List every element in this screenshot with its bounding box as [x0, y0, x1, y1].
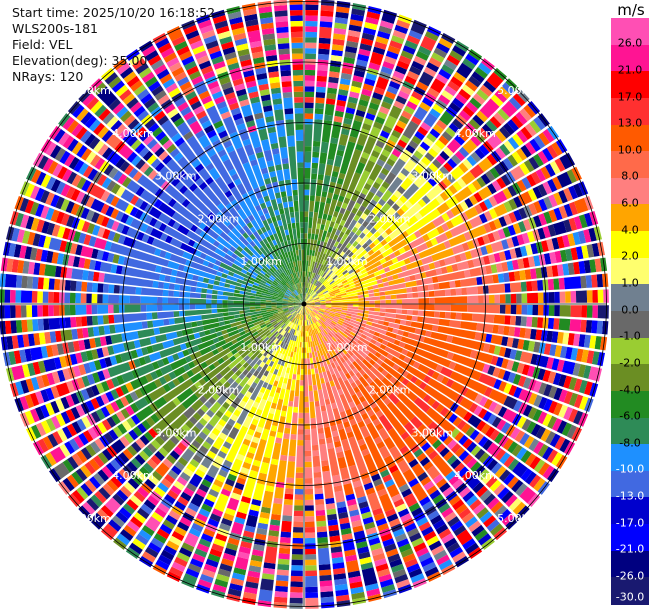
velocity-gate-group — [14, 0, 609, 602]
radar-center-marker — [301, 301, 307, 307]
range-ring-label: 3.00km — [155, 170, 197, 183]
colorbar-tick-label: 13.0 — [617, 116, 643, 130]
colorbar-tick-label: 6.0 — [621, 196, 639, 210]
range-ring-label: 1.00km — [326, 255, 368, 268]
field-label: Field: VEL — [12, 37, 73, 52]
colorbar-tick-label: -10.0 — [615, 462, 645, 476]
colorbar-tick-label: 17.0 — [617, 90, 643, 104]
colorbar-segment — [611, 470, 649, 499]
colorbar-segment — [611, 44, 649, 72]
range-ring-label: 5.00km — [497, 84, 539, 97]
colorbar-segment — [611, 97, 649, 126]
ppi-radar-plot: 1.00km 1.00km 1.00km 1.00km 2.00km 2.00km 2.00… — [0, 0, 609, 609]
colorbar-segment — [611, 231, 649, 259]
velocity-gate-group — [20, 25, 595, 579]
velocity-gate-group — [3, 17, 603, 604]
colorbar-tick-label: -4.0 — [619, 383, 641, 397]
colorbar-tick-label: -6.0 — [619, 409, 641, 423]
range-ring-label: 1.00km — [240, 341, 282, 354]
range-ring-label: 1.00km — [326, 341, 368, 354]
velocity-gate-group — [29, 31, 586, 600]
range-ring-label: 4.00km — [112, 127, 154, 140]
colorbar-tick-label: 26.0 — [617, 36, 643, 50]
colorbar-segment — [611, 497, 649, 525]
colorbar-tick-label: 0.0 — [621, 303, 639, 317]
range-ring-label: 3.00km — [412, 170, 454, 183]
colorbar-tick-label: 10.0 — [617, 143, 643, 157]
colorbar-segment — [611, 71, 649, 99]
range-ring-label: 5.00km — [69, 84, 111, 97]
velocity-gate-group — [19, 0, 594, 609]
colorbar-tick-label: -26.0 — [615, 569, 645, 583]
velocity-gate-group — [22, 14, 604, 565]
colorbar-unit-label: m/s — [617, 1, 645, 19]
instrument-label: WLS200s-181 — [12, 21, 98, 36]
colorbar: 26.0 21.0 17.0 13.0 10.0 8.0 6.0 4.0 2.0 1.0 0.0 -1… — [611, 18, 649, 605]
velocity-gates — [0, 0, 609, 609]
colorbar-segment — [611, 204, 649, 232]
range-ring-label: 2.00km — [369, 212, 411, 225]
start-time-label: Start time: 2025/10/20 16:18:52 — [12, 5, 216, 20]
range-ring-label: 3.00km — [412, 426, 454, 439]
colorbar-tick-label: 2.0 — [621, 249, 639, 263]
colorbar-tick-label: 4.0 — [621, 223, 639, 237]
plot-info-text: Start time: 2025/10/20 16:18:52 WLS200s-… — [12, 5, 215, 85]
colorbar-segment — [611, 364, 649, 392]
colorbar-segment — [611, 177, 649, 206]
elevation-label: Elevation(deg): 35.00 — [12, 53, 148, 68]
range-rings: 1.00km 1.00km 1.00km 1.00km 2.00km 2.00km 2.00… — [1, 1, 607, 607]
colorbar-tick-label: 8.0 — [621, 169, 639, 183]
colorbar-tick-label: 21.0 — [617, 63, 643, 77]
colorbar-segment — [611, 151, 649, 179]
range-ring-label: 3.00km — [155, 426, 197, 439]
nrays-label: NRays: 120 — [12, 69, 84, 84]
colorbar-segment — [611, 577, 649, 605]
range-ring-label: 4.00km — [454, 469, 496, 482]
colorbar-tick-label: -13.0 — [615, 489, 645, 503]
range-ring-label: 4.00km — [112, 469, 154, 482]
colorbar-segment — [611, 524, 649, 552]
colorbar-tick-label: -8.0 — [619, 436, 641, 450]
range-ring-label: 1.00km — [240, 255, 282, 268]
colorbar-tick-label: -1.0 — [619, 329, 641, 343]
colorbar-segment — [611, 550, 649, 578]
colorbar-segment — [611, 417, 649, 445]
colorbar-segment — [611, 18, 649, 46]
colorbar-segment — [611, 390, 649, 419]
range-ring-label: 4.00km — [454, 127, 496, 140]
colorbar-segment — [611, 284, 649, 312]
colorbar-segment — [611, 311, 649, 339]
colorbar-segment — [611, 257, 649, 285]
colorbar-tick-label: -21.0 — [615, 542, 645, 556]
range-ring-label: 5.00km — [497, 512, 539, 525]
range-ring-label: 2.00km — [198, 212, 240, 225]
colorbar-tick-label: -2.0 — [619, 356, 641, 370]
colorbar-tick-label: 1.0 — [621, 276, 639, 290]
colorbar-segment — [611, 444, 649, 472]
range-ring-label: 2.00km — [369, 384, 411, 397]
colorbar-tick-label: -17.0 — [615, 516, 645, 530]
range-ring-label: 2.00km — [198, 384, 240, 397]
range-ring-label: 5.00km — [69, 512, 111, 525]
colorbar-segment — [611, 124, 649, 152]
colorbar-segment — [611, 337, 649, 365]
colorbar-tick-label: -30.0 — [615, 590, 645, 604]
